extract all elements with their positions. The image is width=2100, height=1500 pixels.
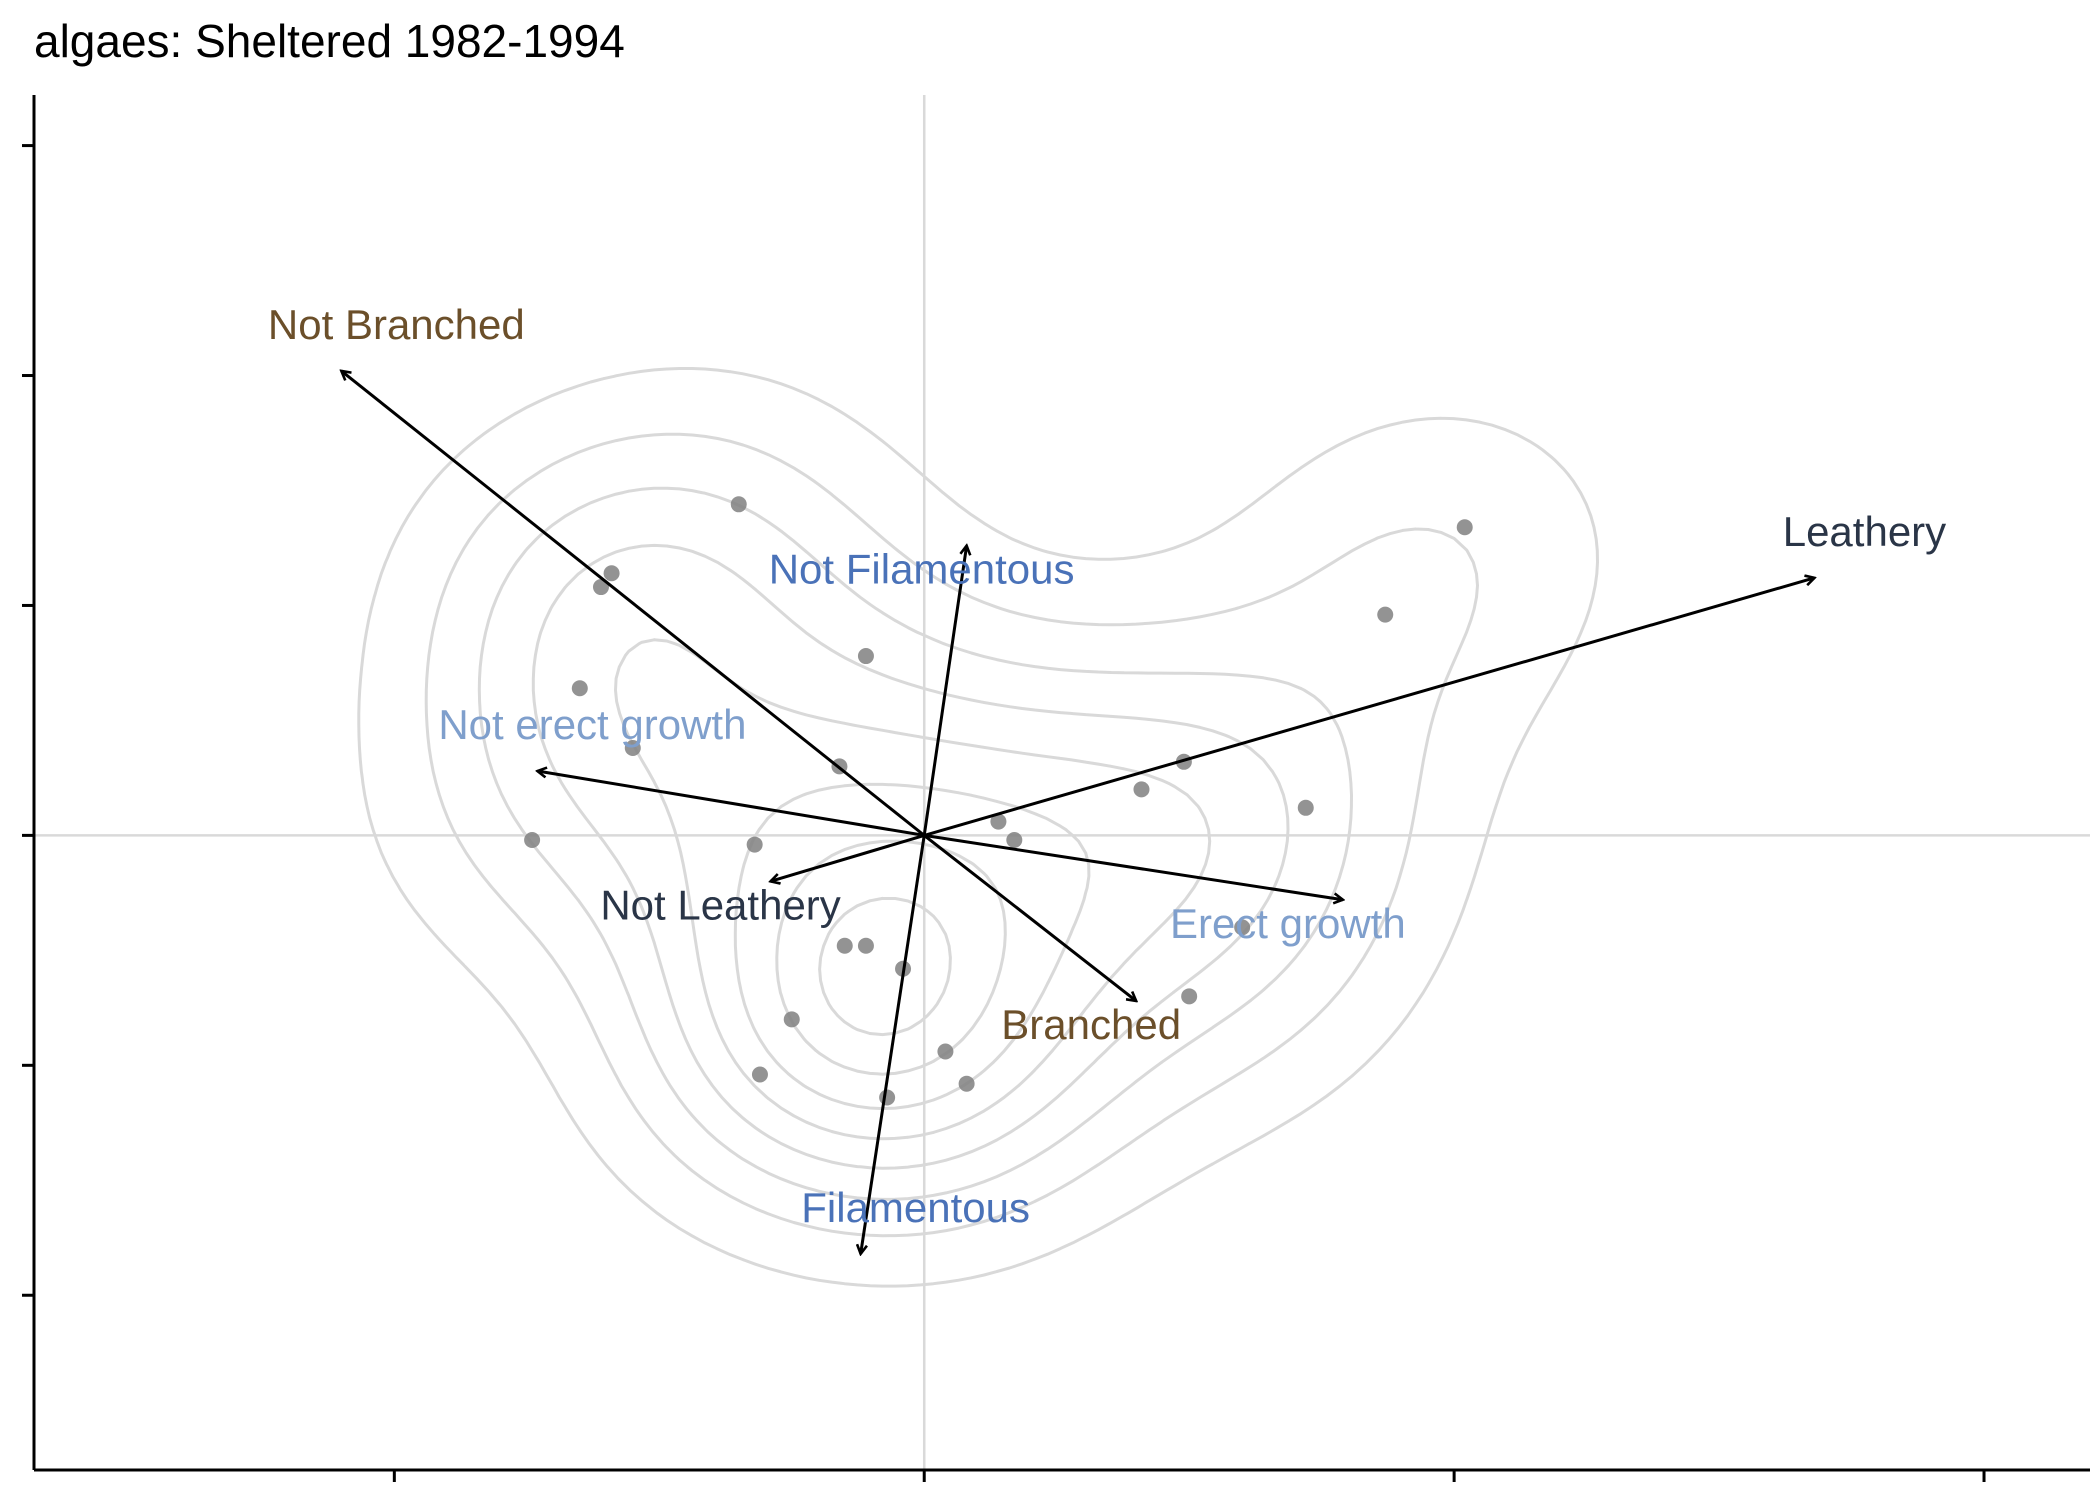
arrow-label: Branched — [1001, 1001, 1181, 1048]
loading-arrow — [341, 371, 926, 837]
arrow-label: Filamentous — [801, 1184, 1030, 1231]
loading-arrow — [537, 771, 925, 837]
data-point — [1297, 799, 1314, 816]
data-point — [1456, 519, 1473, 536]
data-point — [746, 836, 763, 853]
loading-arrows — [341, 371, 1814, 1254]
data-point — [524, 831, 541, 848]
density-contours — [357, 367, 1599, 1288]
data-point — [571, 680, 588, 697]
loading-arrow — [922, 546, 966, 836]
data-point — [1377, 606, 1394, 623]
arrow-label: Not Branched — [268, 301, 525, 348]
data-point — [990, 813, 1007, 830]
data-point — [1133, 781, 1150, 798]
contour-level-6 — [733, 782, 1091, 1111]
arrow-label: Leathery — [1783, 508, 1946, 555]
data-point — [730, 496, 747, 513]
arrow-label: Erect growth — [1170, 900, 1406, 947]
loading-arrow — [771, 833, 925, 881]
loading-arrow — [923, 834, 1136, 1001]
data-point — [592, 579, 609, 596]
data-point — [857, 937, 874, 954]
arrow-labels: Not Branched Branched Not Filamentous Filam… — [268, 301, 1946, 1231]
data-point — [751, 1066, 768, 1083]
arrow-label: Not Filamentous — [769, 546, 1075, 593]
data-point — [783, 1011, 800, 1028]
axes — [22, 95, 2090, 1482]
data-point — [857, 648, 874, 665]
data-point — [937, 1043, 954, 1060]
data-point — [624, 740, 641, 757]
data-point — [1006, 831, 1023, 848]
data-point — [958, 1075, 975, 1092]
data-point — [603, 565, 620, 582]
contour-level-2 — [424, 432, 1479, 1238]
arrow-label: Not Leathery — [600, 881, 840, 928]
data-point — [879, 1089, 896, 1106]
contour-level-3 — [477, 486, 1353, 1201]
reference-lines — [34, 95, 2090, 1470]
contour-level-7 — [775, 839, 1007, 1076]
arrow-label: Not erect growth — [438, 701, 746, 748]
contour-level-1 — [357, 367, 1599, 1288]
loading-arrow — [923, 833, 1343, 899]
loading-arrow — [861, 835, 926, 1253]
chart-title: algaes: Sheltered 1982-1994 — [34, 15, 625, 67]
contour-level-4 — [531, 543, 1290, 1170]
data-point — [836, 937, 853, 954]
data-point — [1234, 919, 1251, 936]
loading-arrow — [923, 578, 1814, 837]
data-point — [1181, 988, 1198, 1005]
